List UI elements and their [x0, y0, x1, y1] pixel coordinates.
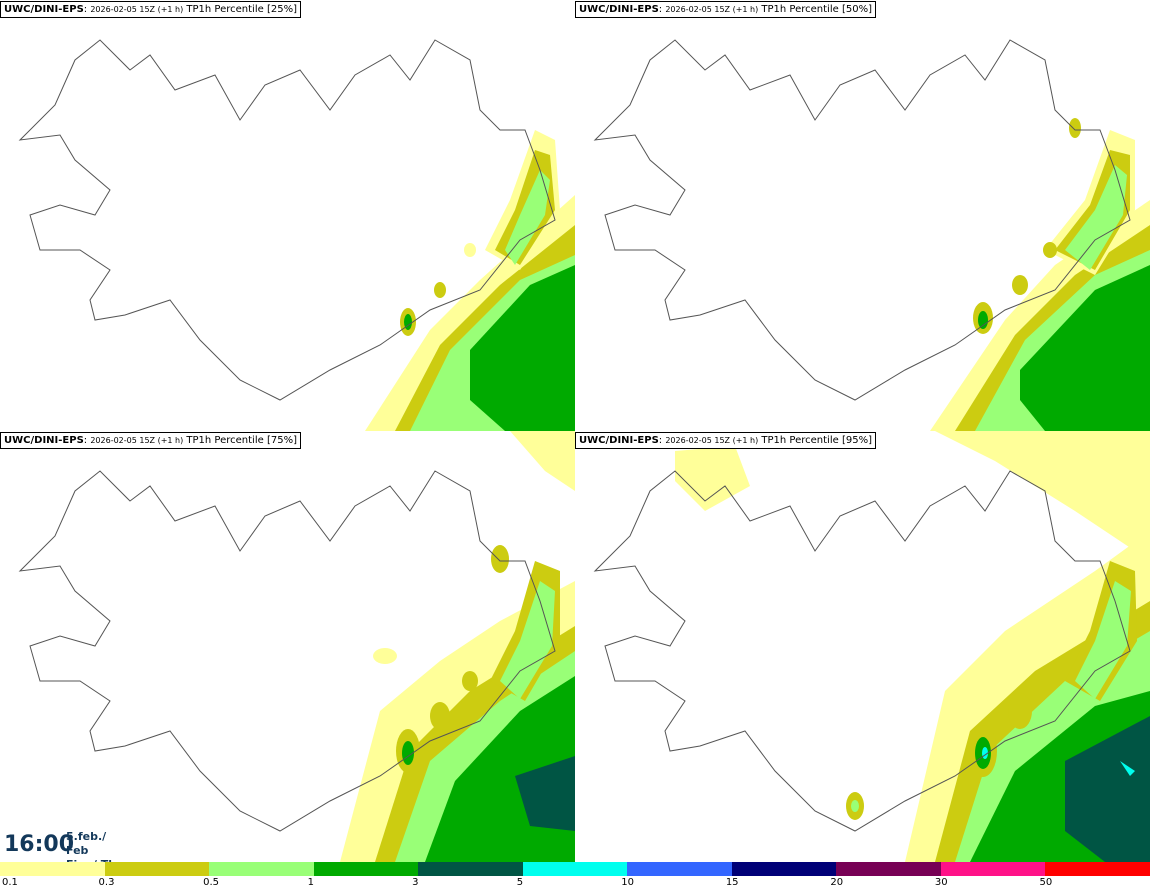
panel-title: UWC/DINI-EPS: 2026-02-05 15Z (+1 h) TP1h… [0, 1, 301, 18]
colorbar-segment [313, 862, 419, 876]
iceland-coastline [593, 470, 1131, 832]
map-panel-p25: UWC/DINI-EPS: 2026-02-05 15Z (+1 h) TP1h… [0, 0, 575, 431]
colorbar-segment [1045, 862, 1150, 876]
precip-field [930, 118, 1150, 431]
colorbar-segment [940, 862, 1046, 876]
colorbar-segment [627, 862, 733, 876]
precip-field [365, 130, 575, 431]
colorbar-tick-label: 10 [621, 877, 634, 888]
panel-title: UWC/DINI-EPS: 2026-02-05 15Z (+1 h) TP1h… [575, 1, 876, 18]
iceland-coastline [18, 39, 556, 401]
iceland-coastline [593, 39, 1131, 401]
colorbar-tick-label: 0.1 [2, 877, 18, 888]
colorbar-segment [104, 862, 210, 876]
colorbar-tick-label: 0.5 [203, 877, 219, 888]
precip-map-p50 [593, 39, 1150, 431]
map-panel-p50: UWC/DINI-EPS: 2026-02-05 15Z (+1 h) TP1h… [575, 0, 1150, 431]
iceland-coastline [18, 470, 556, 832]
colorbar-tick-label: 30 [934, 877, 948, 888]
colorbar-ticks: 0.1 0.3 0.5 1 3 5 10 15 20 30 50 [0, 876, 1150, 891]
colorbar-tick-label: 5 [516, 877, 524, 888]
valid-time: 16:00 [4, 832, 75, 857]
panel-title: UWC/DINI-EPS: 2026-02-05 15Z (+1 h) TP1h… [0, 432, 301, 449]
colorbar-tick-label: 0.3 [98, 877, 115, 888]
colorbar-segment [836, 862, 942, 876]
precip-map-p25 [18, 39, 575, 431]
colorbar-segment [522, 862, 628, 876]
map-panel-p75: UWC/DINI-EPS: 2026-02-05 15Z (+1 h) TP1h… [0, 431, 575, 862]
panel-title: UWC/DINI-EPS: 2026-02-05 15Z (+1 h) TP1h… [575, 432, 876, 449]
colorbar-tick-label: 50 [1039, 877, 1053, 888]
colorbar-segment [0, 862, 106, 876]
colorbar-segment [418, 862, 524, 876]
precip-field [675, 431, 1150, 862]
colorbar-tick-label: 15 [725, 877, 739, 888]
colorbar-segment [209, 862, 315, 876]
precip-map-p75 [18, 431, 575, 862]
colorbar-tick-label: 3 [412, 877, 419, 888]
colorbar-tick-label: 1 [307, 877, 314, 888]
colorbar-segment [731, 862, 837, 876]
valid-date-line1: 5.feb./ Feb [66, 830, 107, 857]
colorbar-tick-label: 20 [830, 877, 844, 888]
valid-time-box: 16:00 5.feb./ Feb Fim./ Thu [0, 826, 128, 871]
precip-field [340, 431, 575, 862]
precip-colorbar [0, 862, 1150, 876]
map-panel-p95: UWC/DINI-EPS: 2026-02-05 15Z (+1 h) TP1h… [575, 431, 1150, 862]
precip-map-p95 [593, 431, 1150, 862]
